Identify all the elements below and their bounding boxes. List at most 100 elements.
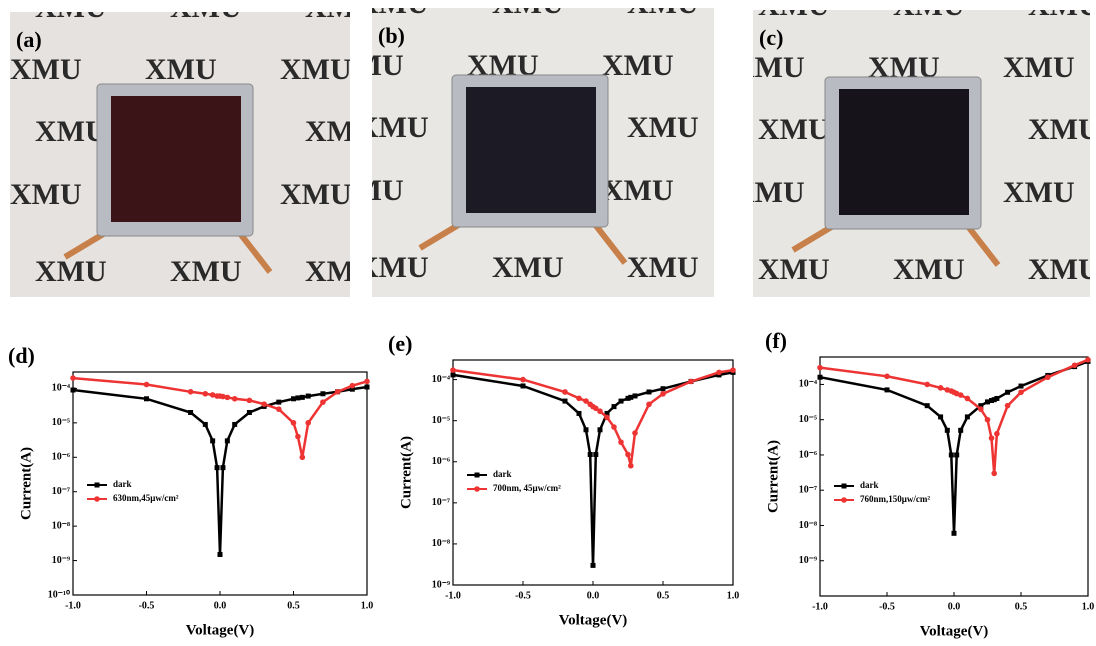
data-point <box>604 414 610 421</box>
photo-watermark: XMU <box>733 51 805 84</box>
x-tick-label: 0.0 <box>587 590 600 601</box>
data-point <box>246 409 252 415</box>
data-point <box>320 399 326 405</box>
data-point <box>299 454 306 461</box>
data-point <box>611 424 617 430</box>
data-point <box>632 430 638 436</box>
y-tick-label: 10⁻⁴ <box>52 383 70 394</box>
data-point <box>1018 389 1024 396</box>
data-point <box>991 470 997 477</box>
y-tick-label: 10⁻⁹ <box>799 555 817 566</box>
y-tick-label: 10⁻⁵ <box>799 414 817 425</box>
data-point <box>628 394 634 400</box>
data-point <box>988 435 995 441</box>
data-line <box>72 376 368 458</box>
x-tick-label: 0.0 <box>214 600 227 611</box>
photo-watermark: XMU <box>492 0 564 20</box>
data-point <box>276 406 282 412</box>
photo-watermark: XMU <box>332 49 404 82</box>
data-point <box>299 394 305 400</box>
data-point <box>884 373 890 380</box>
data-point <box>583 427 589 433</box>
data-point <box>1004 402 1011 409</box>
data-point <box>70 375 76 381</box>
data-point <box>937 385 944 391</box>
y-tick-label: 10⁻⁵ <box>432 415 450 426</box>
x-tick-label: -0.5 <box>879 601 895 612</box>
photo-watermark: XMU <box>332 174 404 207</box>
x-tick-label: -1.0 <box>65 600 81 611</box>
data-point <box>70 387 76 393</box>
x-tick-label: 0.5 <box>1015 601 1028 612</box>
photo-watermark: XMU <box>627 251 699 284</box>
data-point <box>143 381 150 388</box>
photo-watermark: XMU <box>35 115 107 148</box>
y-tick-label: 10⁻⁴ <box>432 374 450 385</box>
photo-watermark: XMU <box>10 53 82 86</box>
legend-marker <box>94 496 100 502</box>
photo-watermark: XMU <box>602 174 674 207</box>
y-tick-label: 10⁻⁴ <box>799 379 817 390</box>
legend-label: 700nm, 45μw/cm² <box>493 483 561 493</box>
legend-label: 630nm,45μw/cm² <box>113 493 179 503</box>
y-tick-label: 10⁻⁷ <box>52 486 70 497</box>
data-point <box>231 395 238 402</box>
data-point <box>290 420 297 426</box>
data-point <box>978 406 984 412</box>
data-point <box>817 364 823 371</box>
legend-label: dark <box>113 479 132 489</box>
data-point <box>611 404 617 410</box>
data-point <box>202 421 208 427</box>
data-point <box>985 399 990 405</box>
photo-watermark: XMU <box>1028 113 1096 146</box>
data-point <box>660 391 666 397</box>
photo-watermark: XMU <box>280 178 352 211</box>
data-point <box>214 465 220 471</box>
x-axis-label: Voltage(V) <box>186 622 255 638</box>
data-point <box>989 398 995 404</box>
data-point <box>954 452 960 458</box>
data-point <box>202 390 209 397</box>
data-point <box>817 374 823 380</box>
y-tick-label: 10⁻⁸ <box>52 520 70 531</box>
photo: XMUXMUXMUXMUXMUXMUXMUXMUXMUXMUXMUXMUXMUX… <box>733 0 1096 297</box>
data-point <box>295 433 301 440</box>
photo-watermark: XMU <box>1003 51 1075 84</box>
data-point <box>576 395 582 402</box>
x-tick-label: 1.0 <box>361 600 374 611</box>
data-point <box>964 414 970 420</box>
data-point <box>188 409 194 415</box>
data-point <box>944 427 950 433</box>
data-point <box>1018 383 1024 389</box>
device-film <box>111 96 241 222</box>
data-point <box>349 382 356 389</box>
photo-watermark: XMU <box>305 255 377 288</box>
photo-watermark: XMU <box>758 0 830 22</box>
data-point <box>1071 362 1078 369</box>
x-tick-label: -1.0 <box>445 590 461 601</box>
x-tick-label: 0.0 <box>948 601 961 612</box>
data-point <box>604 410 610 416</box>
data-point <box>597 408 603 415</box>
device-film <box>466 87 596 213</box>
data-point <box>220 465 226 471</box>
data-point <box>924 403 930 409</box>
data-point <box>590 562 596 568</box>
y-axis-label: Current(A) <box>18 447 34 520</box>
y-tick-label: 10⁻⁶ <box>432 456 450 467</box>
photo-watermark: XMU <box>758 253 830 286</box>
y-tick-label: 10⁻¹⁰ <box>48 589 70 600</box>
photo-watermark: XMU <box>893 253 965 286</box>
legend-label: dark <box>493 469 512 479</box>
data-point <box>884 387 890 393</box>
panel-label: (a) <box>16 27 42 52</box>
data-line <box>452 368 734 467</box>
data-point <box>587 452 593 458</box>
photo-watermark: XMU <box>893 0 965 22</box>
data-point <box>450 367 456 373</box>
x-axis-label: Voltage(V) <box>559 612 628 628</box>
y-tick-label: 10⁻⁸ <box>799 520 817 531</box>
data-point <box>957 392 964 398</box>
legend-marker <box>94 482 100 488</box>
device-film <box>839 89 969 215</box>
